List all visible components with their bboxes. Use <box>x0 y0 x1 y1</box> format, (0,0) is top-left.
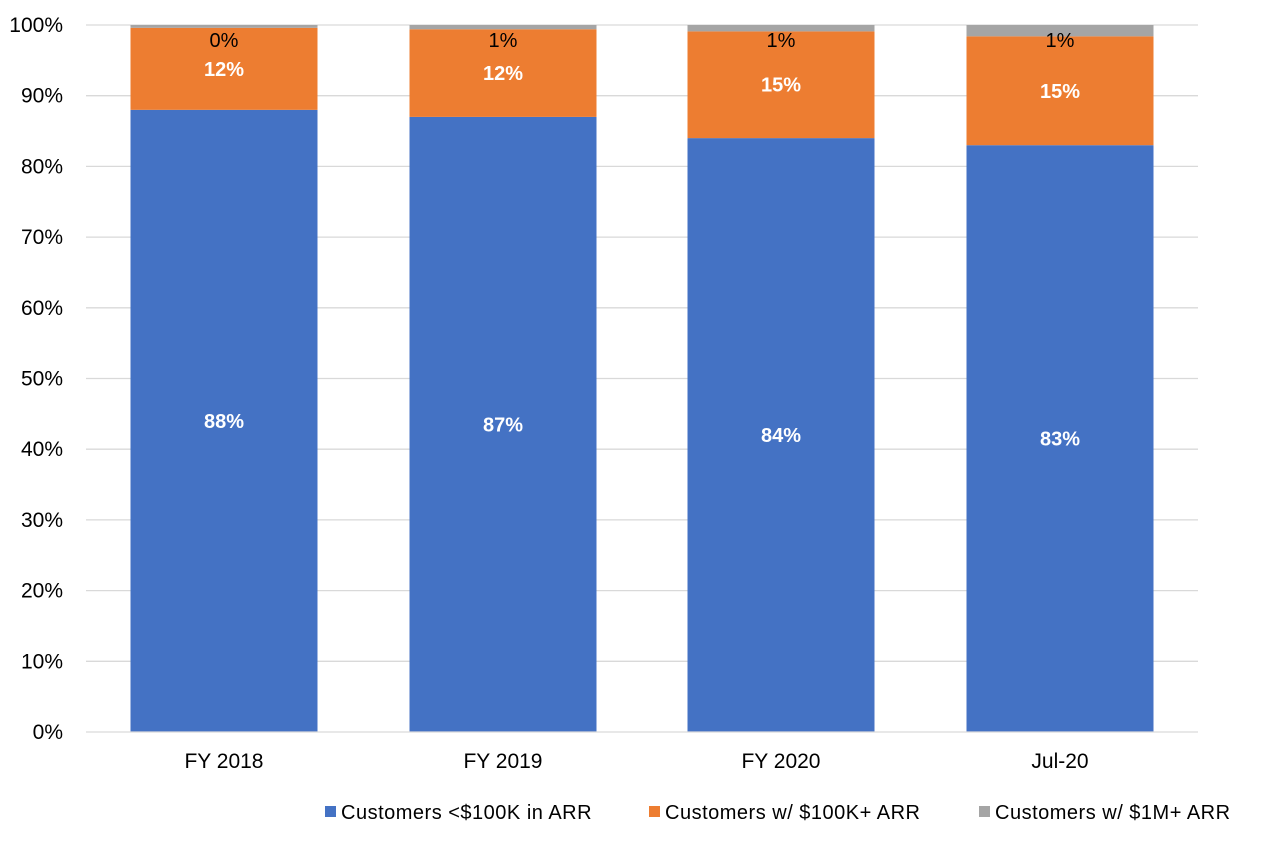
x-tick-label: Jul-20 <box>1031 750 1088 773</box>
legend-swatch <box>325 806 336 817</box>
bar-segment <box>966 36 1154 146</box>
x-tick-label: FY 2019 <box>463 750 542 773</box>
data-label: 1% <box>1046 30 1075 52</box>
y-tick-label: 70% <box>21 226 63 249</box>
y-tick-label: 60% <box>21 297 63 320</box>
bar-segment <box>409 29 597 117</box>
bar-segment <box>966 145 1154 732</box>
bar-segment <box>130 109 318 733</box>
bar-segment <box>409 25 597 30</box>
data-label: 15% <box>1040 81 1080 103</box>
legend-label: Customers <$100K in ARR <box>341 802 592 824</box>
y-tick-label: 90% <box>21 85 63 108</box>
y-tick-label: 10% <box>21 650 63 673</box>
bar-segment <box>966 25 1154 37</box>
y-tick-label: 30% <box>21 509 63 532</box>
data-label: 1% <box>489 30 518 52</box>
y-tick-label: 50% <box>21 368 63 391</box>
y-tick-label: 40% <box>21 438 63 461</box>
y-tick-label: 100% <box>9 14 63 37</box>
y-tick-label: 0% <box>33 721 63 744</box>
legend-label: Customers w/ $1M+ ARR <box>995 802 1231 824</box>
x-tick-label: FY 2018 <box>184 750 263 773</box>
data-label: 87% <box>483 414 523 436</box>
legend-label: Customers w/ $100K+ ARR <box>665 802 921 824</box>
bar-segment <box>687 31 875 139</box>
bar-segment <box>130 25 318 28</box>
data-label: 12% <box>483 63 523 85</box>
bar-segment <box>130 27 318 110</box>
bar-segment <box>409 116 597 732</box>
data-label: 12% <box>204 59 244 81</box>
y-axis: 0% 10% 20% 30% 40% 50% 60% 70% 80% 90% 100% <box>9 14 63 744</box>
data-label: 15% <box>761 75 801 97</box>
x-axis: FY 2018 FY 2019 FY 2020 Jul-20 <box>86 731 1198 773</box>
bars: 88% 12% 0% 87% 12% 1% 84% 15% 1% 83% 15% 1% <box>130 25 1154 733</box>
legend-swatch <box>979 806 990 817</box>
data-label: 0% <box>210 30 239 52</box>
y-tick-label: 80% <box>21 155 63 178</box>
bar-segment <box>687 25 875 32</box>
data-label: 1% <box>767 30 796 52</box>
legend: Customers <$100K in ARR Customers w/ $100… <box>325 802 1231 824</box>
data-label: 88% <box>204 411 244 433</box>
legend-swatch <box>649 806 660 817</box>
bar-segment <box>687 138 875 732</box>
data-label: 83% <box>1040 429 1080 451</box>
x-tick-label: FY 2020 <box>741 750 820 773</box>
data-label: 84% <box>761 425 801 447</box>
y-tick-label: 20% <box>21 580 63 603</box>
